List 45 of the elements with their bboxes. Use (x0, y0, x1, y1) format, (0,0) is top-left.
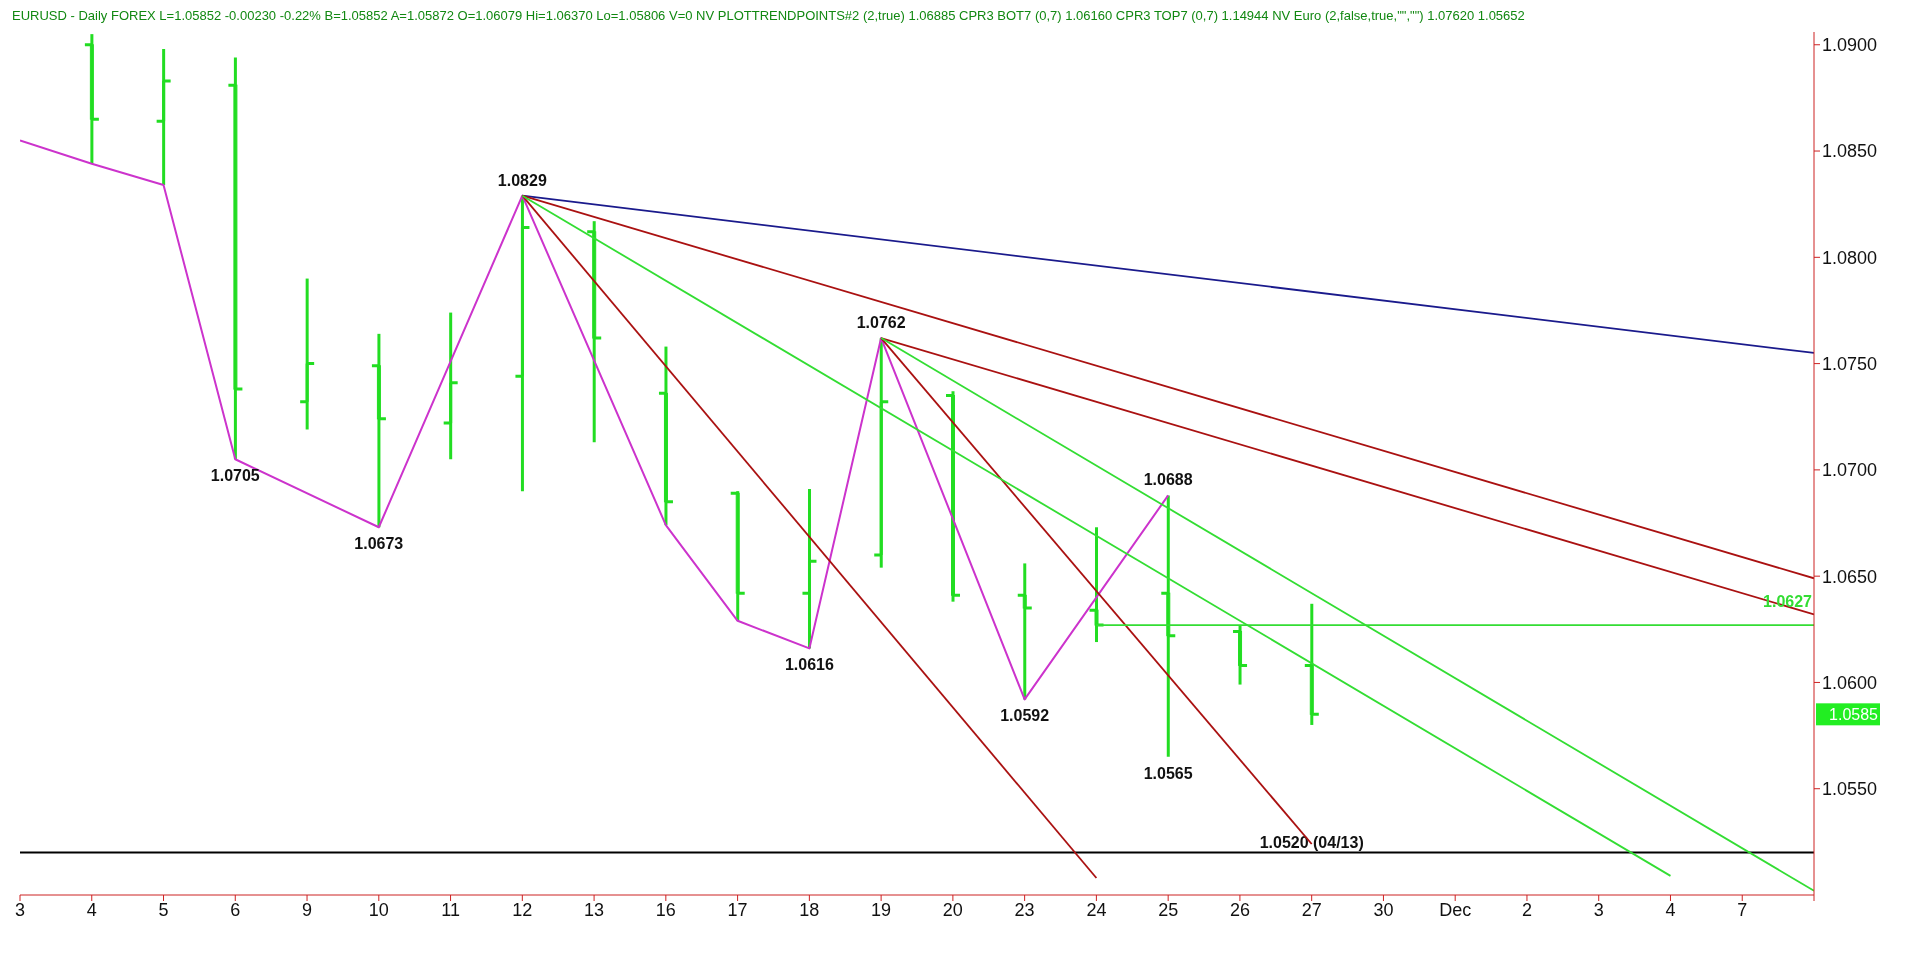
y-tick-label: 1.0750 (1822, 353, 1878, 374)
x-tick-label: 2 (1521, 899, 1532, 920)
x-tick-label: 19 (871, 899, 892, 920)
x-tick-label: 3 (14, 899, 26, 920)
x-tick-label: 17 (727, 899, 748, 920)
x-tick-label: 30 (1373, 899, 1394, 920)
x-tick-label: 9 (302, 899, 313, 920)
data-label: 1.0762 (856, 314, 906, 332)
x-tick-label: 11 (441, 899, 460, 920)
x-tick-label: 4 (1665, 899, 1676, 920)
x-tick-label: 23 (1014, 899, 1035, 920)
x-tick-label: 6 (230, 899, 241, 920)
data-label: 1.0627 (1763, 593, 1813, 611)
data-label: 1.0592 (1000, 707, 1050, 725)
data-label: 1.0673 (354, 535, 404, 553)
data-label: 1.0688 (1143, 471, 1193, 489)
x-tick-label: 24 (1086, 899, 1107, 920)
chart-title: EURUSD - Daily FOREX L=1.05852 -0.00230 -0.22% B=1.05852 A=1.05872 O=1.06079 Hi=1.06370 Lo=1.05806 V=0 NV PLOTTRENDPOINTS#2 (2,true) 1.06885 CPR3 BOT7 (0,7) 1.06160 CPR3 TOP7 (0,7) 1.14944 NV Euro (2,false,true,"","") 1.07620 1.05652 (11, 8, 1526, 25)
x-tick-label: 12 (512, 899, 533, 920)
x-tick-label: 16 (655, 899, 676, 920)
data-label: 1.0705 (210, 467, 260, 485)
x-tick-label: Dec (1439, 899, 1472, 920)
x-tick-label: 25 (1158, 899, 1179, 920)
x-tick-label: 18 (799, 899, 820, 920)
text: 1.0585 (1829, 706, 1879, 724)
y-tick-label: 1.0700 (1822, 460, 1878, 481)
x-tick-label: 3 (1593, 899, 1604, 920)
data-label: 1.0829 (497, 171, 547, 189)
y-tick-label: 1.0650 (1822, 566, 1878, 587)
y-tick-label: 1.0600 (1822, 672, 1878, 693)
ref-line-label: 1.0520 (04/13) (1259, 834, 1364, 852)
x-tick-label: 26 (1229, 899, 1250, 920)
data-label: 1.0616 (784, 656, 834, 674)
x-tick-label: 4 (86, 899, 97, 920)
y-tick-label: 1.0850 (1822, 141, 1878, 162)
y-tick-label: 1.0800 (1822, 247, 1878, 268)
x-tick-label: 10 (368, 899, 389, 920)
x-tick-label: 20 (942, 899, 963, 920)
x-tick-label: 7 (1737, 899, 1748, 920)
x-tick-label: 27 (1301, 899, 1322, 920)
x-tick-label: 13 (584, 899, 605, 920)
x-tick-label: 5 (158, 899, 169, 920)
annotation: 1.0565 (1143, 764, 1193, 782)
y-tick-label: 1.0900 (1822, 35, 1878, 56)
y-tick-label: 1.0550 (1822, 779, 1878, 800)
